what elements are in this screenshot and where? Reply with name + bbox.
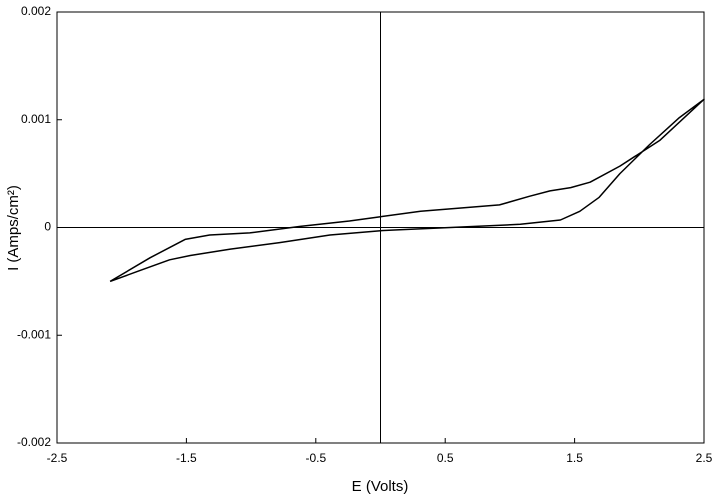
x-tick-label: -0.5 [305, 451, 326, 465]
x-tick-label: -1.5 [176, 451, 197, 465]
x-tick-label: 0.5 [437, 451, 454, 465]
y-tick-label: -0.002 [17, 435, 51, 449]
y-tick-label: 0.001 [21, 112, 51, 126]
y-tick-label: 0 [44, 220, 51, 234]
x-tick-label: 2.5 [696, 451, 713, 465]
chart: E (Volts) I (Amps/cm²) -2.5 -1.5 -0.5 0.5 1.… [0, 0, 719, 498]
y-tick-label: 0.002 [21, 4, 51, 18]
x-axis-title: E (Volts) [352, 478, 409, 495]
x-tick-label: 1.5 [566, 451, 583, 465]
x-tick-label: -2.5 [47, 451, 68, 465]
y-tick-label: -0.001 [17, 327, 51, 341]
y-axis-title: I (Amps/cm²) [5, 185, 22, 271]
data-line [110, 99, 704, 281]
